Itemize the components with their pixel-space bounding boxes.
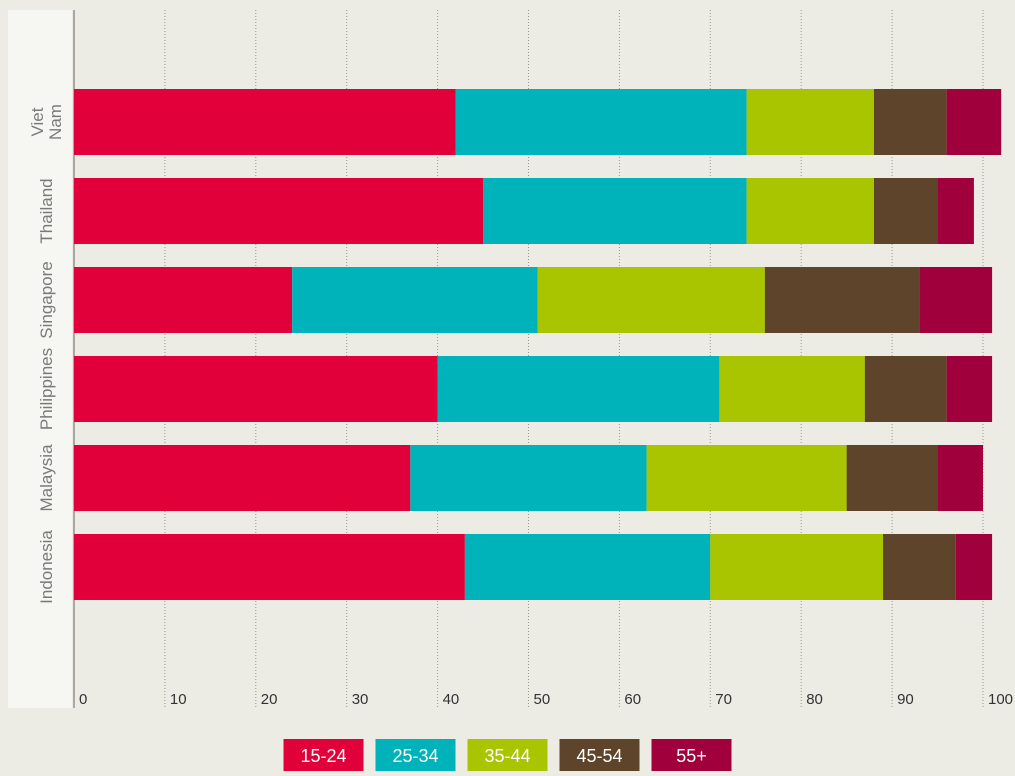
x-tick-label: 90 xyxy=(897,691,914,708)
bar-segment xyxy=(955,534,993,600)
legend-label: 25-34 xyxy=(392,746,438,766)
bar-segment xyxy=(464,534,711,600)
bar-segment xyxy=(919,267,993,333)
bar-segment xyxy=(483,178,747,244)
bar-segment xyxy=(74,178,484,244)
bar-segment xyxy=(846,445,938,511)
bar-segment xyxy=(74,445,411,511)
bar-segment xyxy=(746,89,874,155)
bar-segment xyxy=(710,534,884,600)
bar-segment xyxy=(864,356,947,422)
bars xyxy=(74,89,1002,600)
x-tick-label: 80 xyxy=(806,691,823,708)
legend-label: 35-44 xyxy=(484,746,530,766)
legend-swatch xyxy=(375,739,456,771)
bar-segment xyxy=(883,534,956,600)
x-tick-label: 40 xyxy=(443,691,460,708)
bar-segment xyxy=(455,89,747,155)
bar-segment xyxy=(764,267,920,333)
bar-segment xyxy=(873,178,938,244)
category-labels: VietNam Thailand Singapore Philippines Malay… xyxy=(28,104,65,604)
category-label: Indonesia xyxy=(37,530,56,604)
x-tick-labels: 0 10 20 30 40 50 60 70 80 90 100 xyxy=(79,691,1013,708)
legend-label: 45-54 xyxy=(576,746,622,766)
bar-segment xyxy=(537,267,765,333)
category-label: VietNam xyxy=(28,104,65,140)
bar-segment xyxy=(74,267,293,333)
x-tick-label: 10 xyxy=(170,691,187,708)
legend-label: 15-24 xyxy=(300,746,346,766)
legend-swatch xyxy=(651,739,732,771)
x-tick-label: 100 xyxy=(988,691,1013,708)
x-tick-label: 50 xyxy=(534,691,551,708)
bar-segment xyxy=(437,356,720,422)
bar-segment xyxy=(746,178,874,244)
bar-segment xyxy=(937,445,983,511)
category-axis-panel xyxy=(8,10,72,708)
x-tick-label: 60 xyxy=(624,691,641,708)
category-label: Malaysia xyxy=(37,444,56,512)
bar-segment xyxy=(937,178,974,244)
bar-segment xyxy=(946,89,1002,155)
legend-label: 55+ xyxy=(676,746,707,766)
bar-segment xyxy=(410,445,647,511)
bar-segment xyxy=(646,445,847,511)
x-tick-label: 20 xyxy=(261,691,278,708)
category-label: Philippines xyxy=(37,348,56,430)
x-tick-label: 30 xyxy=(352,691,369,708)
category-label: Thailand xyxy=(37,178,56,243)
bar-segment xyxy=(719,356,865,422)
x-tick-label: 70 xyxy=(715,691,732,708)
bar-segment xyxy=(873,89,947,155)
bar-segment xyxy=(74,534,465,600)
legend-swatch xyxy=(467,739,548,771)
legend: 15-24 25-34 35-44 45-54 55+ xyxy=(283,739,732,771)
bar-segment xyxy=(946,356,993,422)
bar-segment xyxy=(74,356,438,422)
x-tick-label: 0 xyxy=(79,691,87,708)
category-label: Singapore xyxy=(37,261,56,339)
bar-segment xyxy=(74,89,456,155)
legend-swatch xyxy=(283,739,364,771)
bar-segment xyxy=(292,267,538,333)
legend-swatch xyxy=(559,739,640,771)
